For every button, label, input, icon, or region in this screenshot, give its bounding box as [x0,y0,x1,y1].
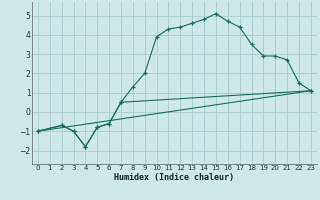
X-axis label: Humidex (Indice chaleur): Humidex (Indice chaleur) [115,173,234,182]
